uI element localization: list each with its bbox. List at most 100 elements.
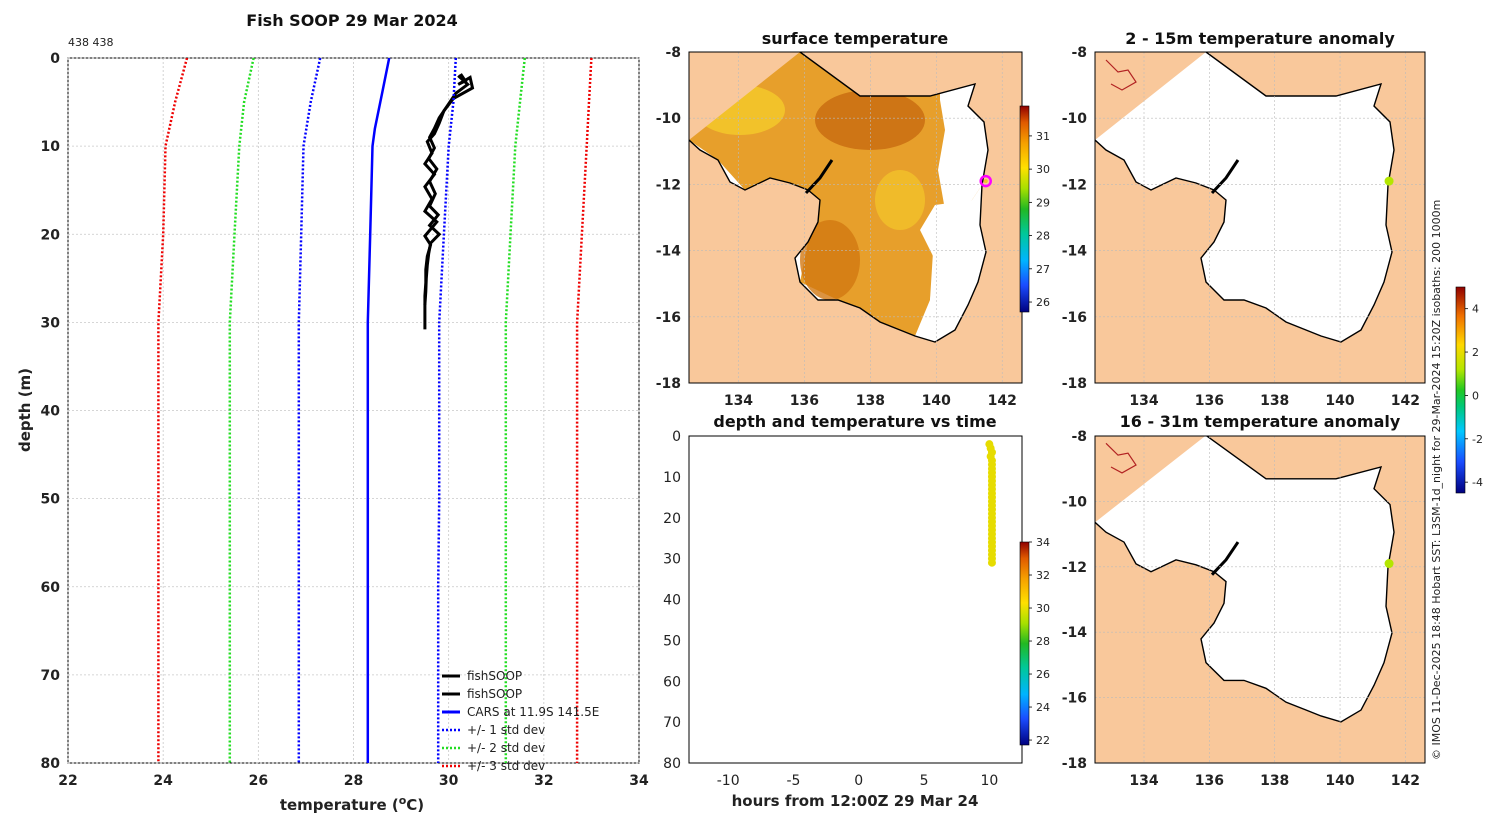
colorbar-tick-label: 28	[1036, 230, 1050, 243]
map-ytick-label: -16	[656, 310, 681, 326]
anomaly-2-15m-land-group	[1095, 52, 1425, 383]
map-xtick-label: 142	[1391, 773, 1420, 789]
sst-colorbar	[1019, 105, 1030, 313]
map-xtick-label: 142	[1391, 393, 1420, 409]
profile-ytick-label: 0	[50, 51, 60, 67]
colorbar-tick-label: 30	[1036, 163, 1050, 176]
map-ytick-label: -18	[656, 376, 681, 392]
time-depth-chart: -10 -5 0 5 10 0 10 20 30 40 50 60 70 80 depth and tem…	[663, 412, 1050, 810]
map-ytick-label: -8	[1071, 429, 1087, 445]
time-depth-ytick-label: 40	[663, 593, 681, 609]
map-ytick-label: -16	[1062, 691, 1087, 707]
profile-xtick-label: 30	[439, 773, 459, 789]
anomaly-2-15m-title: 2 - 15m temperature anomaly	[1125, 29, 1395, 48]
time-depth-xtick-label: 5	[920, 773, 929, 789]
map-ytick-label: -8	[665, 45, 681, 61]
time-depth-title: depth and temperature vs time	[713, 412, 996, 431]
sst-colorbar-ticks: 26 27 28 29 30 31	[1029, 130, 1050, 309]
time-depth-ytick-label: 0	[672, 429, 681, 445]
colorbar-tick-label: 31	[1036, 130, 1050, 143]
anomaly-16-31m-land-group	[1095, 436, 1425, 763]
profile-series-7	[157, 58, 189, 763]
profile-ytick-label: 70	[41, 668, 61, 684]
profile-series-1	[423, 74, 471, 305]
anomaly-16-31m-marker	[1384, 559, 1394, 569]
map-xtick-label: 134	[724, 393, 753, 409]
colorbar-tick-label: -2	[1472, 433, 1483, 446]
profile-ytick-label: 50	[41, 492, 61, 508]
time-depth-xlabel: hours from 12:00Z 29 Mar 24	[732, 792, 979, 810]
colorbar-tick-label: 22	[1036, 734, 1050, 747]
sst-coastline	[689, 52, 989, 343]
map-ytick-label: -8	[1071, 45, 1087, 61]
sst-title: surface temperature	[762, 29, 949, 48]
profile-xtick-label: 22	[58, 773, 77, 789]
colorbar-tick-label: 26	[1036, 296, 1050, 309]
profile-xtick-label: 26	[249, 773, 268, 789]
colorbar-tick-label: 29	[1036, 196, 1050, 209]
profile-xtick-label: 24	[153, 773, 173, 789]
colorbar-tick-label: 32	[1036, 569, 1050, 582]
map-xtick-label: 140	[922, 393, 951, 409]
sst-patch-3	[800, 220, 860, 300]
anomaly-colorbar-ticks: -4 -2 0 2 4	[1465, 303, 1483, 489]
profile-xtick-label: 34	[629, 773, 649, 789]
colorbar-tick-label: 27	[1036, 263, 1050, 276]
time-depth-point	[987, 558, 996, 567]
map-xtick-label: 134	[1129, 773, 1158, 789]
anomaly-2-15m-spit	[1210, 159, 1240, 195]
time-depth-ytick-label: 30	[663, 552, 681, 568]
map-ytick-label: -14	[1062, 625, 1088, 641]
map-xtick-label: 138	[856, 393, 885, 409]
map-xtick-label: 134	[1129, 393, 1158, 409]
profile-ytick-label: 20	[41, 227, 61, 243]
profile-xlabel: temperature (oC)	[280, 794, 424, 814]
sst-position-marker	[979, 174, 992, 188]
anomaly-2-15m-tick-labels: 134 136 138 140 142 -8 -10 -12 -14 -16 -18	[1062, 45, 1420, 409]
anomaly-16-31m-point	[1384, 559, 1394, 569]
legend-label: fishSOOP	[467, 669, 522, 683]
profile-grid	[67, 57, 640, 764]
sst-patch-2	[815, 90, 925, 150]
legend-label: CARS at 11.9S 141.5E	[467, 705, 599, 719]
map-ytick-label: -14	[1062, 244, 1088, 260]
colorbar-tick-label: -4	[1472, 476, 1483, 489]
anomaly-16-31m-tick-labels: 134 136 138 140 142 -8 -10 -12 -14 -16 -18	[1062, 429, 1420, 789]
credit-text: © IMOS 11-Dec-2025 18:48 Hobart SST: L3S…	[1430, 200, 1443, 760]
map-ytick-label: -12	[1062, 177, 1087, 193]
time-depth-ytick-label: 10	[663, 470, 681, 486]
anomaly-2-15m-isobath	[1105, 59, 1137, 91]
anomaly-16-31m-spit	[1210, 541, 1240, 576]
legend-label: +/- 3 std dev	[467, 759, 545, 773]
time-depth-xtick-label: 10	[980, 773, 998, 789]
profile-ytick-label: 10	[41, 139, 61, 155]
colorbar-tick-label: 26	[1036, 668, 1050, 681]
map-xtick-label: 136	[790, 393, 819, 409]
anomaly-2-15m-coastline	[1095, 52, 1395, 343]
legend-label: +/- 1 std dev	[467, 723, 545, 737]
colorbar-tick-label: 24	[1036, 701, 1050, 714]
time-depth-xtick-label: -10	[717, 773, 740, 789]
profile-corner-label: 438 438	[68, 36, 114, 49]
time-depth-ytick-label: 80	[663, 756, 681, 772]
anomaly-16-31m-map: 134 136 138 140 142 -8 -10 -12 -14 -16 -18 16 - 31…	[1062, 412, 1426, 789]
map-ytick-label: -10	[1062, 494, 1088, 510]
anomaly-16-31m-isobath	[1105, 442, 1137, 474]
map-ytick-label: -10	[656, 111, 682, 127]
map-xtick-label: 138	[1260, 773, 1289, 789]
colorbar-tick-label: 0	[1472, 389, 1479, 402]
anomaly-2-15m-marker	[1384, 176, 1394, 186]
map-xtick-label: 136	[1195, 393, 1224, 409]
anomaly-2-15m-map: 134 136 138 140 142 -8 -10 -12 -14 -16 -18 2 - 15m…	[1062, 29, 1426, 409]
map-xtick-label: 138	[1260, 393, 1289, 409]
time-depth-colorbar	[1019, 541, 1030, 746]
sst-position-dot	[983, 179, 988, 184]
profile-ytick-label: 60	[41, 580, 61, 596]
profile-series-group	[157, 58, 593, 763]
sst-cloud-gap-east	[938, 60, 988, 210]
anomaly-2-15m-frame	[1094, 51, 1426, 384]
profile-series-2	[366, 58, 391, 763]
profile-ytick-label: 30	[41, 315, 61, 331]
anomaly-16-31m-coastline	[1095, 436, 1395, 723]
map-xtick-label: 136	[1195, 773, 1224, 789]
